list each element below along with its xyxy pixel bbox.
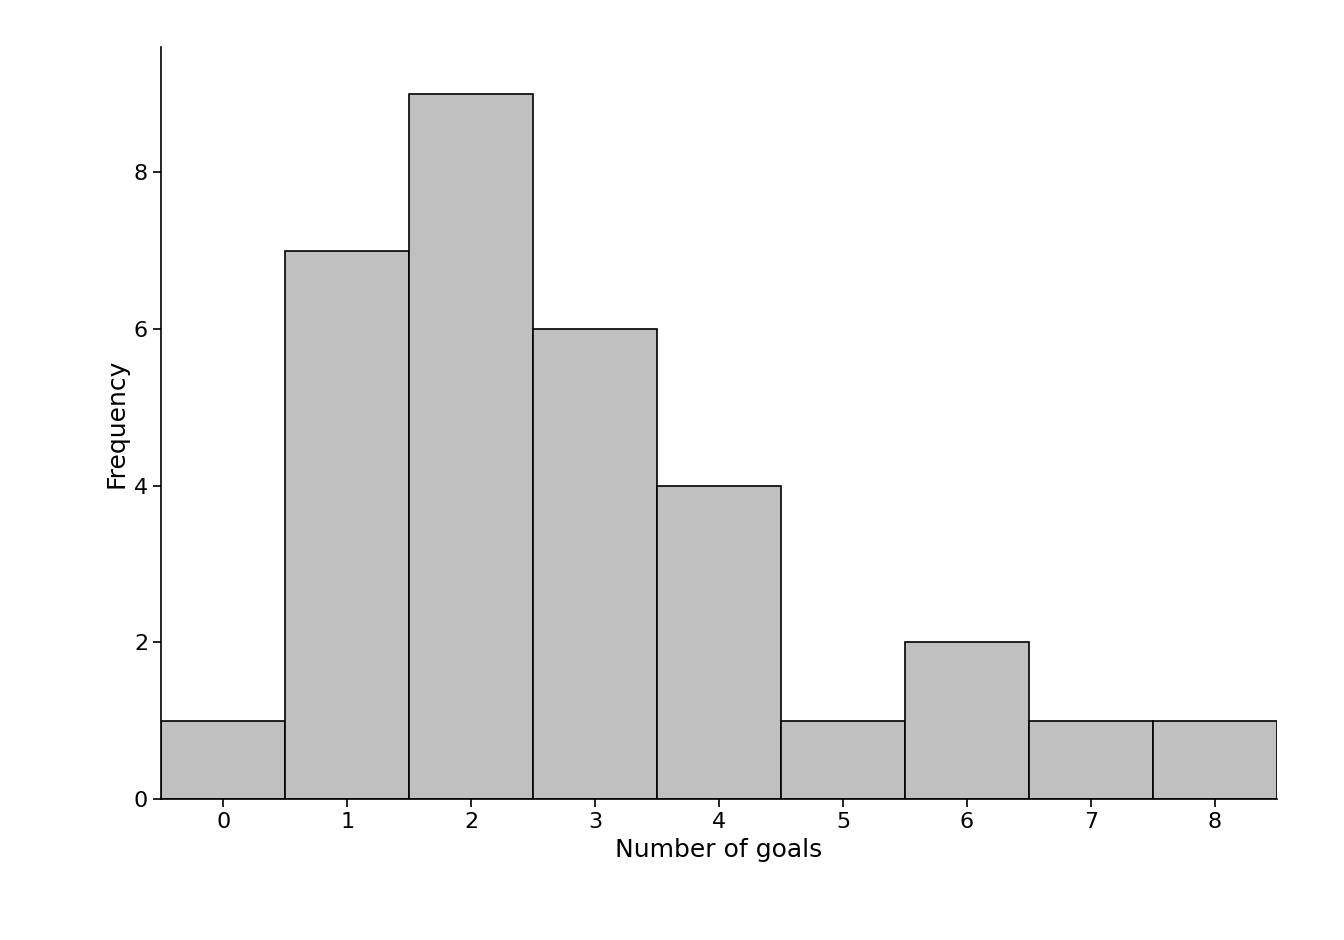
Bar	[905, 642, 1030, 799]
Bar	[1153, 721, 1277, 799]
Bar	[285, 251, 409, 799]
Bar	[657, 486, 781, 799]
Bar	[161, 721, 285, 799]
Bar	[534, 329, 657, 799]
Bar	[781, 721, 905, 799]
Y-axis label: Frequency: Frequency	[105, 358, 128, 488]
X-axis label: Number of goals: Number of goals	[616, 838, 823, 862]
Bar	[409, 94, 534, 799]
Bar	[1030, 721, 1153, 799]
